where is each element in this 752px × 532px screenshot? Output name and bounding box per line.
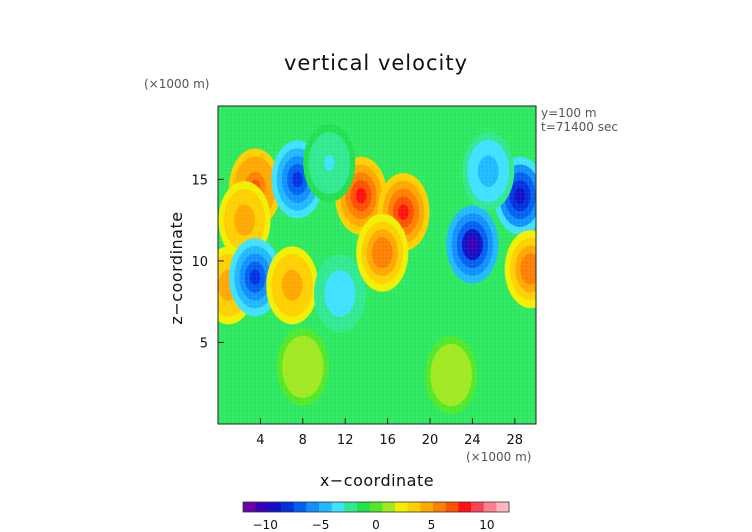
z-unit-label: (×1000 m) bbox=[144, 77, 209, 91]
z-axis-label: z−coordinate bbox=[167, 211, 186, 324]
annotation-y: y=100 m bbox=[541, 106, 597, 120]
colorbar bbox=[242, 501, 510, 513]
z-axis-ticks: 5 10 15 bbox=[191, 173, 224, 351]
x-axis-ticks: 4 8 12 16 20 24 28 bbox=[256, 418, 523, 448]
colorbar-segment bbox=[445, 502, 459, 512]
colorbar-segment bbox=[471, 502, 485, 512]
x-tick-label: 20 bbox=[422, 433, 439, 448]
colorbar-segment bbox=[331, 502, 345, 512]
colorbar-tick-label: −5 bbox=[312, 518, 330, 532]
x-tick-label: 28 bbox=[507, 433, 524, 448]
colorbar-segment bbox=[319, 502, 333, 512]
fine-grid-overlay bbox=[218, 106, 536, 424]
colorbar-segment bbox=[407, 502, 421, 512]
colorbar-segment bbox=[306, 502, 320, 512]
z-tick-label: 5 bbox=[200, 336, 208, 351]
x-tick-label: 4 bbox=[256, 433, 264, 448]
colorbar-tick-label: 10 bbox=[479, 518, 494, 532]
x-tick-label: 8 bbox=[299, 433, 307, 448]
colorbar-segment bbox=[496, 502, 510, 512]
x-axis-label: x−coordinate bbox=[320, 471, 434, 490]
x-tick-label: 24 bbox=[464, 433, 481, 448]
colorbar-segment bbox=[243, 502, 257, 512]
x-tick-label: 12 bbox=[337, 433, 354, 448]
colorbar-tick-label: −10 bbox=[253, 518, 278, 532]
z-tick-label: 15 bbox=[191, 173, 208, 188]
colorbar-segment bbox=[433, 502, 447, 512]
chart-title: vertical velocity bbox=[284, 51, 468, 75]
colorbar-segment bbox=[255, 502, 269, 512]
colorbar-frame bbox=[242, 501, 510, 513]
colorbar-segment bbox=[268, 502, 282, 512]
x-tick-label: 16 bbox=[379, 433, 396, 448]
colorbar-tick-label: 5 bbox=[428, 518, 436, 532]
colorbar-segment bbox=[420, 502, 434, 512]
colorbar-ticks: −10 −5 0 5 10 bbox=[253, 518, 495, 532]
colorbar-segment bbox=[458, 502, 472, 512]
colorbar-segment bbox=[281, 502, 295, 512]
colorbar-segment bbox=[369, 502, 383, 512]
colorbar-tick-label: 0 bbox=[372, 518, 380, 532]
colorbar-segment bbox=[483, 502, 497, 512]
colorbar-segment bbox=[395, 502, 409, 512]
plot-area bbox=[218, 106, 536, 424]
colorbar-segment bbox=[293, 502, 307, 512]
x-unit-label: (×1000 m) bbox=[466, 450, 531, 464]
annotation-t: t=71400 sec bbox=[541, 120, 618, 134]
colorbar-segment bbox=[344, 502, 358, 512]
colorbar-segment bbox=[357, 502, 371, 512]
z-tick-label: 10 bbox=[191, 255, 208, 270]
colorbar-segment bbox=[382, 502, 396, 512]
plot-frame bbox=[217, 105, 537, 425]
